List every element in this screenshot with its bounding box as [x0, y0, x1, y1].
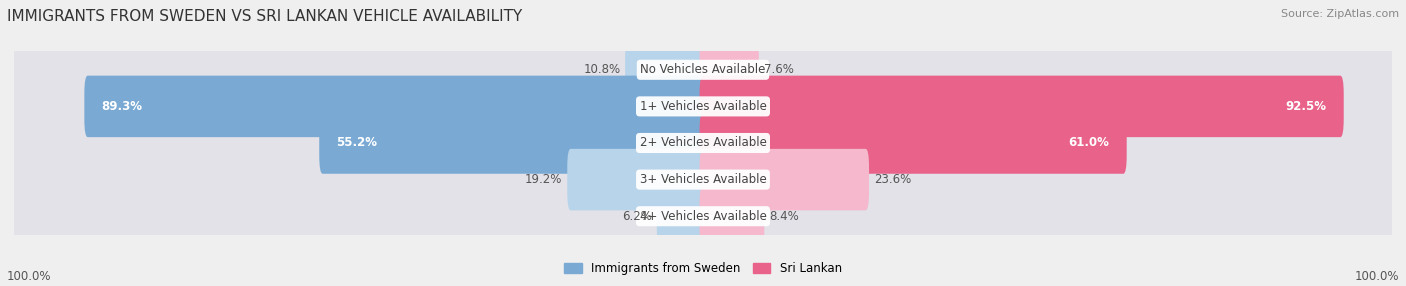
Text: 4+ Vehicles Available: 4+ Vehicles Available	[640, 210, 766, 223]
FancyBboxPatch shape	[14, 74, 1392, 139]
Text: IMMIGRANTS FROM SWEDEN VS SRI LANKAN VEHICLE AVAILABILITY: IMMIGRANTS FROM SWEDEN VS SRI LANKAN VEH…	[7, 9, 522, 23]
Text: No Vehicles Available: No Vehicles Available	[640, 63, 766, 76]
FancyBboxPatch shape	[319, 112, 706, 174]
FancyBboxPatch shape	[657, 185, 706, 247]
FancyBboxPatch shape	[14, 110, 1392, 176]
FancyBboxPatch shape	[700, 112, 1126, 174]
Text: 3+ Vehicles Available: 3+ Vehicles Available	[640, 173, 766, 186]
Text: 1+ Vehicles Available: 1+ Vehicles Available	[640, 100, 766, 113]
Text: 7.6%: 7.6%	[763, 63, 793, 76]
FancyBboxPatch shape	[14, 183, 1392, 249]
Text: 19.2%: 19.2%	[524, 173, 562, 186]
Text: 10.8%: 10.8%	[583, 63, 620, 76]
Text: 2+ Vehicles Available: 2+ Vehicles Available	[640, 136, 766, 150]
Text: 61.0%: 61.0%	[1069, 136, 1109, 150]
Text: Source: ZipAtlas.com: Source: ZipAtlas.com	[1281, 9, 1399, 19]
Text: 92.5%: 92.5%	[1285, 100, 1326, 113]
Text: 8.4%: 8.4%	[769, 210, 799, 223]
FancyBboxPatch shape	[14, 147, 1392, 212]
FancyBboxPatch shape	[626, 39, 706, 101]
Text: 55.2%: 55.2%	[336, 136, 377, 150]
FancyBboxPatch shape	[700, 149, 869, 210]
Text: 89.3%: 89.3%	[101, 100, 142, 113]
FancyBboxPatch shape	[567, 149, 706, 210]
Legend: Immigrants from Sweden, Sri Lankan: Immigrants from Sweden, Sri Lankan	[560, 257, 846, 280]
Text: 6.2%: 6.2%	[621, 210, 652, 223]
Text: 100.0%: 100.0%	[7, 270, 52, 283]
Text: 100.0%: 100.0%	[1354, 270, 1399, 283]
FancyBboxPatch shape	[700, 39, 759, 101]
FancyBboxPatch shape	[700, 185, 765, 247]
FancyBboxPatch shape	[14, 37, 1392, 103]
FancyBboxPatch shape	[700, 76, 1344, 137]
Text: 23.6%: 23.6%	[875, 173, 911, 186]
FancyBboxPatch shape	[84, 76, 706, 137]
